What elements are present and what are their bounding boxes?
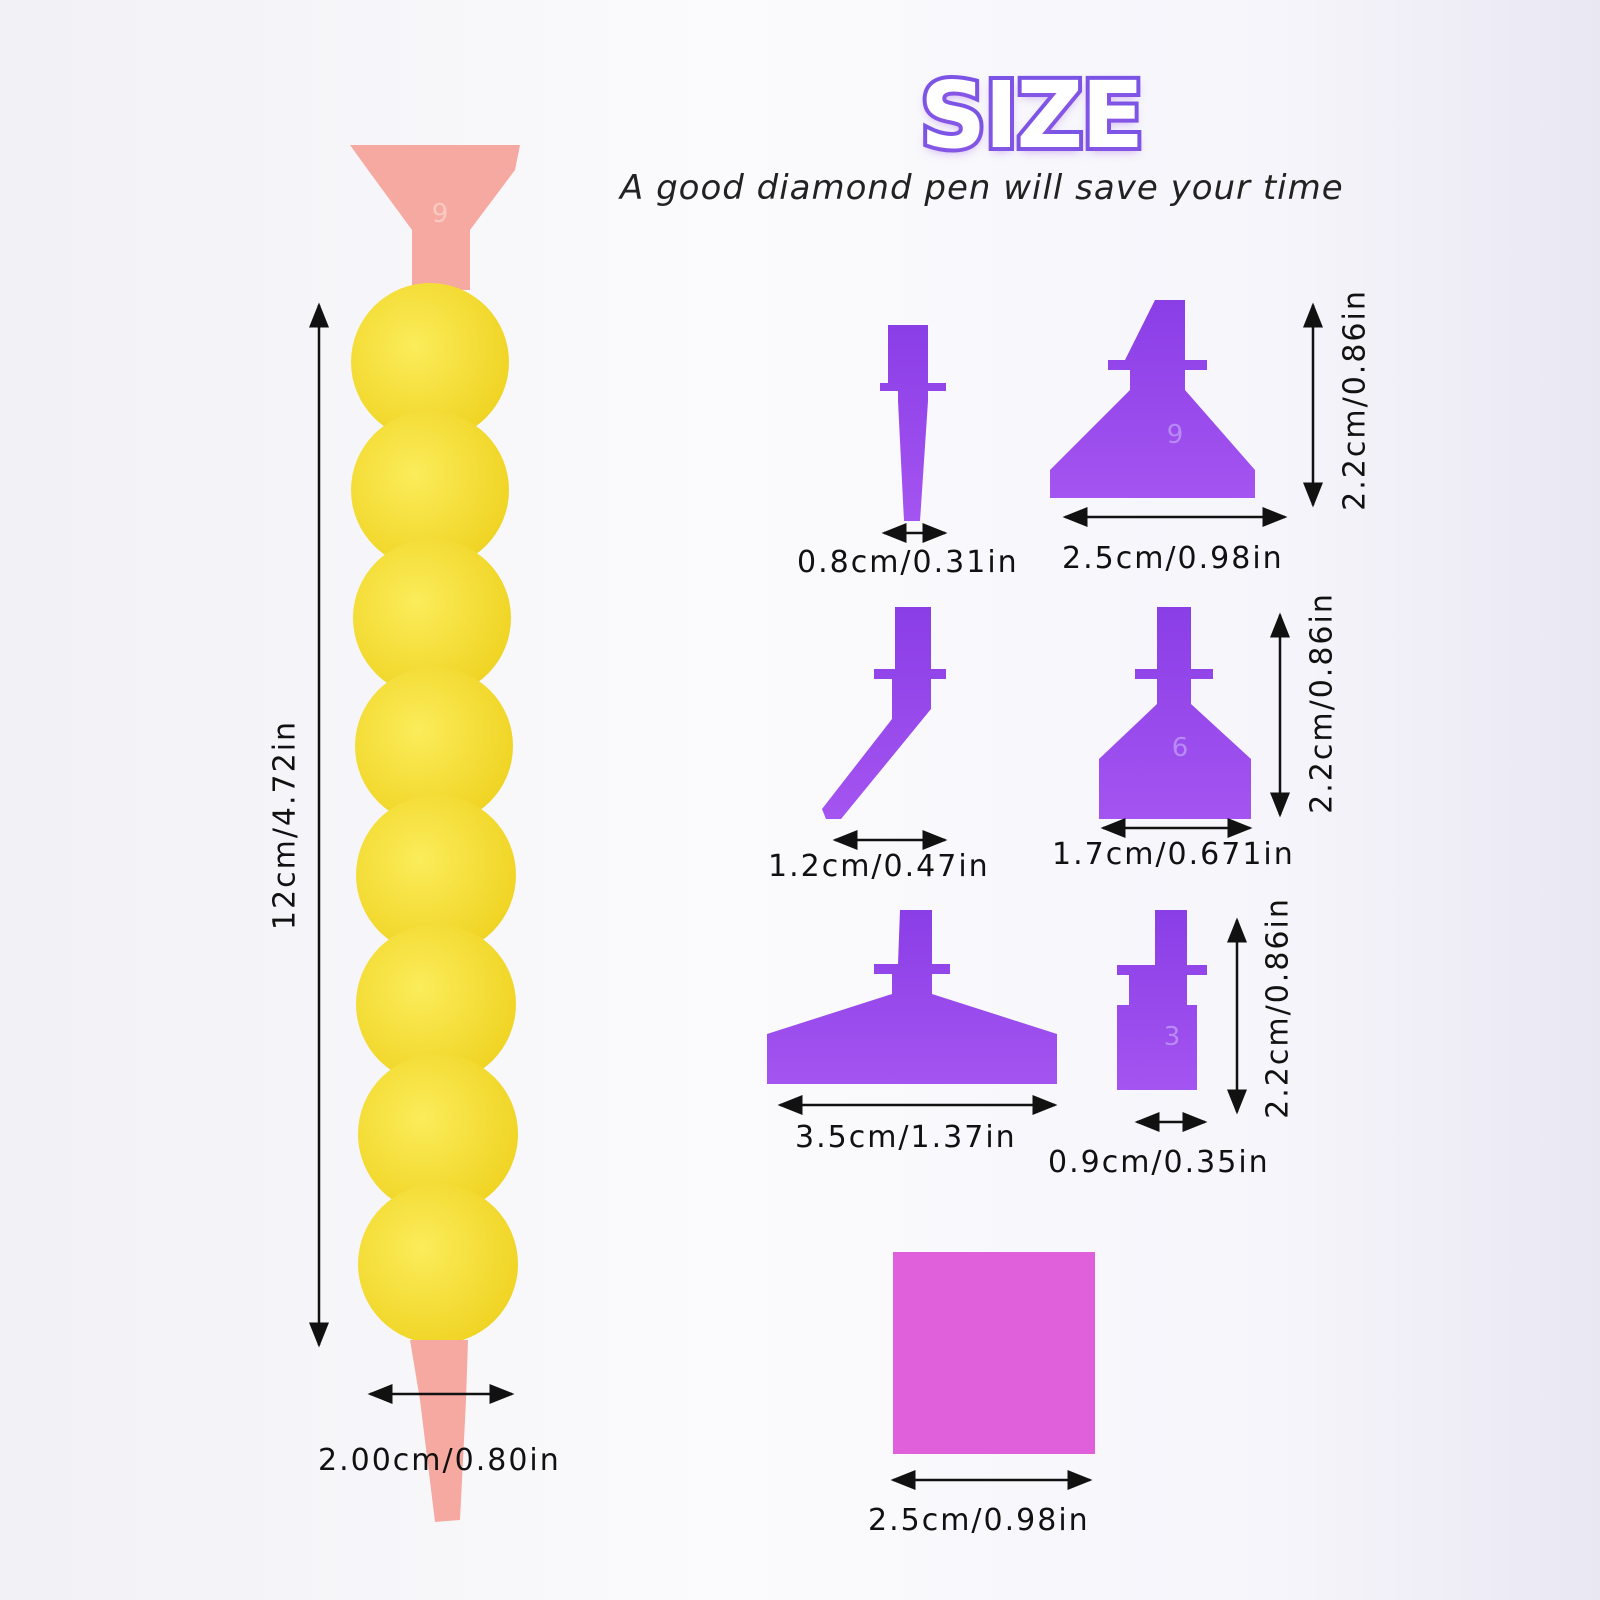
tip-bent (822, 607, 946, 819)
subtitle: A good diamond pen will save your time (620, 168, 1344, 208)
wax-square (893, 1252, 1095, 1454)
tip-width-label: 2.5cm/0.98in (1062, 541, 1284, 576)
pen-top-tip (350, 145, 520, 290)
tip-number: 3 (1164, 1022, 1181, 1052)
square-width-label: 2.5cm/0.98in (868, 1503, 1090, 1538)
pen-length-label: 12cm/4.72in (267, 719, 303, 931)
tip-wide-9 (1050, 300, 1255, 498)
tip-extra-wide (767, 910, 1057, 1084)
tip-number: 6 (1172, 733, 1189, 763)
pen-grip-balls (351, 283, 518, 1344)
tip-medium-6 (1099, 607, 1251, 819)
tip-number: 9 (1167, 420, 1184, 450)
pen-width-label: 2.00cm/0.80in (318, 1443, 561, 1478)
tip-width-label: 1.7cm/0.671in (1052, 837, 1295, 872)
tip-width-label: 3.5cm/1.37in (795, 1120, 1017, 1155)
tip-height-label: 2.2cm/0.86in (1260, 897, 1296, 1119)
tip-small-3 (1117, 910, 1207, 1090)
pen-bottom-tip (410, 1340, 468, 1522)
tip-narrow (880, 325, 946, 521)
tip-width-label: 0.8cm/0.31in (797, 545, 1019, 580)
tip-width-label: 1.2cm/0.47in (768, 849, 990, 884)
title-size: SIZE (916, 58, 1148, 173)
diamond-pen (350, 145, 520, 1522)
tip-width-label: 0.9cm/0.35in (1048, 1145, 1270, 1180)
pen-tip-number: 9 (432, 199, 449, 229)
dimension-arrows (309, 302, 1323, 1490)
tip-height-label: 2.2cm/0.86in (1304, 592, 1340, 814)
tip-height-label: 2.2cm/0.86in (1337, 289, 1373, 511)
